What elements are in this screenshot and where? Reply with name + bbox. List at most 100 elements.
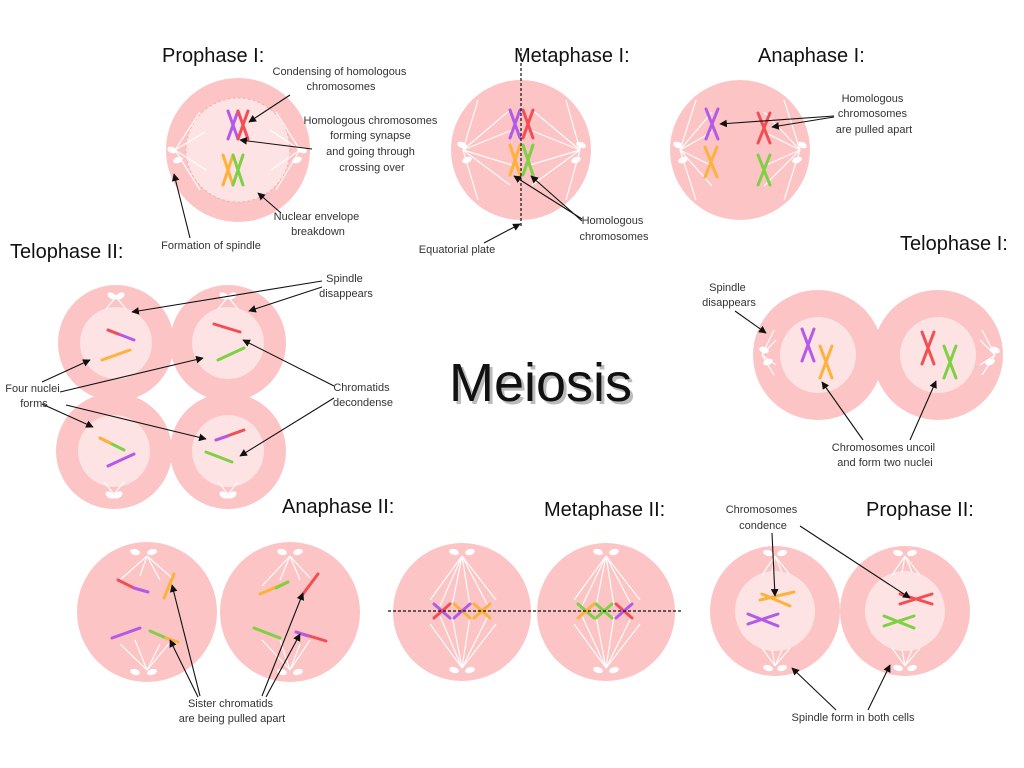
spindle-fiber: [227, 481, 239, 495]
chromatid: [204, 450, 234, 464]
spindle-fiber: [774, 555, 783, 573]
centriole: [893, 664, 903, 672]
spindle-fiber: [275, 111, 301, 151]
arrow-pulled-apart-a: [719, 115, 835, 128]
centriole: [457, 141, 467, 149]
arrow-four-nuclei-c: [41, 403, 94, 428]
arrow-spindle-disappears-t2-b: [248, 286, 323, 313]
spindle-fiber: [103, 481, 115, 495]
chromatid: [432, 602, 452, 620]
cell-anaphase2-right: [220, 542, 360, 682]
arrow-envelope: [257, 192, 282, 214]
centriole: [147, 548, 157, 556]
spindle-fiber: [901, 555, 906, 573]
chromatid: [116, 578, 136, 590]
spindle-anaphase1: [679, 99, 801, 201]
centriole: [105, 491, 115, 499]
spindle-fiber: [531, 149, 581, 186]
spindle-fiber: [279, 555, 291, 581]
spindle-fiber: [774, 649, 783, 667]
chromatid: [294, 630, 310, 638]
spindle-fiber: [763, 111, 801, 151]
arrow-condence-a: [770, 532, 779, 597]
spindle-fiber: [761, 647, 776, 667]
chromatid: [882, 614, 916, 630]
spindle-fiber: [261, 555, 291, 587]
centriole: [292, 156, 302, 164]
centriole: [673, 141, 683, 149]
note-equatorial-plate: Equatorial plate: [419, 244, 495, 256]
note-decondense: Chromatids decondense: [333, 382, 393, 409]
note-sister-chromatids: Sister chromatids are being pulled apart: [179, 698, 285, 725]
spindle-fiber: [429, 623, 463, 669]
centriole: [130, 548, 140, 556]
arrow-spindle-formation: [171, 173, 191, 239]
spindle-fiber: [979, 339, 996, 356]
spindle-fiber: [531, 109, 581, 151]
spindle-fiber: [429, 555, 463, 601]
centriole: [113, 491, 123, 499]
main-title-shadow: Meiosis: [452, 356, 635, 416]
arrow-spindle-disappears-t1: [734, 310, 767, 334]
centriole: [449, 666, 459, 674]
arrow-uncoil-a: [821, 381, 864, 441]
centriole: [465, 666, 475, 674]
spindle-fiber: [679, 149, 713, 167]
chromosome: [231, 153, 245, 187]
spindle-fiber: [279, 639, 291, 671]
arrow-spindle-disappears-t2-a: [131, 280, 323, 315]
centriole: [147, 668, 157, 676]
spindle-fiber: [261, 639, 291, 671]
note-uncoil: Chromosomes uncoil and form two nuclei: [832, 442, 938, 469]
spindle-fiber: [679, 149, 713, 187]
arrow-spindle-both-a: [791, 667, 837, 711]
note-four-nuclei: Four nuclei forms: [5, 383, 62, 410]
centriole: [759, 346, 769, 354]
arrow-homologous-m1-b: [530, 175, 583, 222]
spindle-fiber: [289, 643, 301, 671]
spindle-fiber: [174, 149, 207, 171]
spindle-fiber: [461, 615, 489, 669]
stage-title-anaphase2: Anaphase II:: [282, 496, 394, 518]
spindle-fiber: [529, 129, 581, 151]
nucleus: [900, 317, 976, 393]
arrow-four-nuclei-b: [59, 355, 204, 393]
centriole: [227, 491, 237, 499]
centriole: [115, 292, 125, 300]
centriole: [293, 548, 303, 556]
spindle-fiber: [605, 555, 633, 607]
centriole: [985, 358, 995, 366]
note-synapse: Homologous chromosomes forming synapse a…: [304, 115, 441, 174]
chromatid: [216, 346, 246, 362]
chromosome: [508, 108, 522, 140]
spindle-fiber: [573, 623, 607, 669]
arrow-sister-d: [265, 633, 301, 698]
chromosome: [818, 344, 834, 380]
spindle-fiber: [113, 481, 125, 495]
chromosome: [704, 107, 720, 141]
chromosome: [508, 143, 522, 177]
nucleus: [780, 317, 856, 393]
note-envelope: Nuclear envelope breakdown: [274, 211, 363, 238]
spindle-fiber: [451, 555, 463, 607]
chromosome: [521, 108, 535, 140]
chromosome: [221, 153, 235, 187]
note-condence-p2: Chromosomes condence: [726, 504, 801, 532]
centriole: [107, 292, 117, 300]
spindle-fiber: [462, 149, 513, 166]
chromosome: [756, 111, 772, 145]
spindle-fiber: [565, 99, 581, 151]
spindle-fiber: [146, 639, 173, 671]
chromatid: [162, 572, 176, 600]
centriole: [609, 666, 619, 674]
spindle-fiber: [605, 615, 633, 669]
nucleus: [192, 307, 264, 379]
chromosome: [521, 143, 535, 177]
spindle-fiber: [901, 649, 906, 667]
cells-layer: [56, 78, 1003, 682]
spindle-fiber: [783, 99, 801, 151]
stage-title-telophase1: Telophase I:: [900, 233, 1008, 255]
spindle-fiber: [595, 555, 607, 607]
spindle-fiber: [462, 109, 511, 151]
spindle-fiber: [605, 623, 641, 669]
